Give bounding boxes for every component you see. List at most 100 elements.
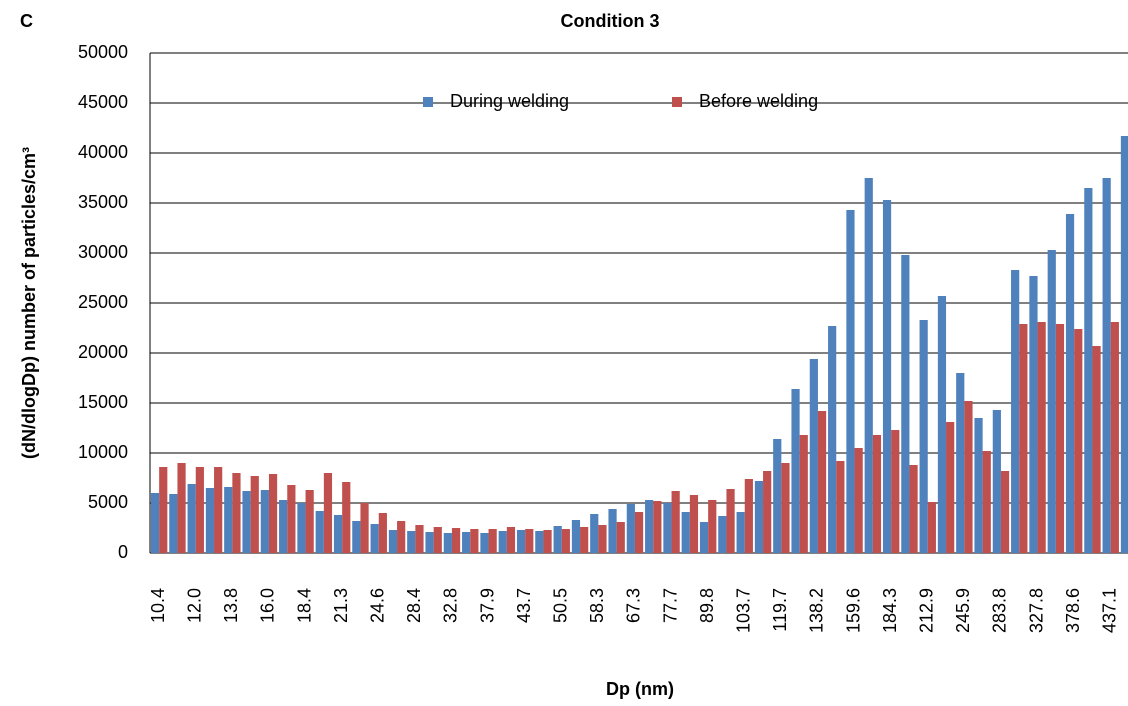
- bar: [634, 512, 644, 553]
- bar: [901, 255, 910, 553]
- y-tick-label: 5000: [88, 492, 128, 512]
- bar: [645, 500, 654, 553]
- y-tick-label: 15000: [78, 392, 128, 412]
- x-tick-label: 327.8: [1026, 588, 1046, 633]
- bar: [1065, 214, 1075, 553]
- bar: [177, 463, 186, 553]
- bar: [378, 513, 387, 553]
- bar: [937, 296, 947, 553]
- bar: [415, 525, 424, 553]
- bar: [1011, 270, 1020, 553]
- legend-swatch: [672, 97, 682, 107]
- x-tick-label: 13.8: [221, 588, 241, 623]
- bar: [590, 514, 599, 553]
- bar: [946, 422, 955, 553]
- bar: [580, 527, 589, 553]
- x-tick-label: 50.5: [551, 588, 571, 623]
- bar: [1074, 329, 1083, 553]
- bar: [681, 512, 690, 553]
- bar: [516, 530, 526, 553]
- bar: [370, 524, 379, 553]
- bar: [333, 515, 343, 553]
- bar: [864, 178, 873, 553]
- bar: [1055, 324, 1065, 553]
- bar: [598, 525, 607, 553]
- bar: [159, 467, 168, 553]
- x-tick-label: 32.8: [441, 588, 461, 623]
- y-tick-label: 10000: [78, 442, 128, 462]
- x-tick-label: 89.8: [697, 588, 717, 623]
- bar: [736, 512, 745, 553]
- bar: [763, 471, 772, 553]
- bar: [626, 504, 635, 553]
- x-tick-label: 16.0: [258, 588, 278, 623]
- chart-title: Condition 3: [561, 11, 660, 31]
- bar: [323, 473, 333, 553]
- bar: [1102, 178, 1111, 553]
- bar: [726, 489, 735, 553]
- bar: [498, 531, 507, 553]
- bar: [443, 533, 452, 553]
- bar: [535, 531, 544, 553]
- bar: [250, 476, 259, 553]
- bar: [397, 521, 406, 553]
- bar: [964, 401, 973, 553]
- bar: [1110, 322, 1119, 553]
- bar: [1037, 322, 1046, 553]
- bar: [297, 503, 306, 553]
- x-tick-label: 43.7: [514, 588, 534, 623]
- bar: [268, 474, 278, 553]
- bar: [663, 503, 672, 553]
- x-tick-label: 58.3: [587, 588, 607, 623]
- bar: [992, 410, 1001, 553]
- y-tick-label: 30000: [78, 242, 128, 262]
- bar: [352, 521, 361, 553]
- bar: [828, 326, 837, 553]
- bar: [854, 448, 863, 553]
- x-tick-label: 24.6: [368, 588, 388, 623]
- bar: [974, 418, 983, 553]
- bar: [653, 501, 662, 553]
- bar: [315, 511, 324, 553]
- bar: [817, 411, 827, 553]
- bar: [470, 529, 479, 553]
- bar: [360, 503, 369, 553]
- x-tick-label: 378.6: [1063, 588, 1083, 633]
- legend-label: During welding: [450, 91, 569, 111]
- bar: [1120, 136, 1128, 553]
- bar: [205, 488, 215, 553]
- y-tick-label: 25000: [78, 292, 128, 312]
- bar: [846, 210, 855, 553]
- bar: [195, 467, 204, 553]
- bar: [553, 526, 562, 553]
- bar: [754, 481, 764, 553]
- bar: [388, 530, 398, 553]
- x-tick-label: 159.6: [843, 588, 863, 633]
- x-tick-label: 138.2: [807, 588, 827, 633]
- bar: [488, 529, 497, 553]
- bar: [982, 451, 991, 553]
- bar: [616, 522, 625, 553]
- bar: [809, 359, 818, 553]
- y-tick-label: 45000: [78, 92, 128, 112]
- x-axis-title: Dp (nm): [606, 679, 674, 699]
- x-tick-label: 10.4: [148, 588, 168, 623]
- bar: [571, 520, 581, 553]
- bar: [242, 491, 251, 553]
- bar: [305, 490, 314, 553]
- bar: [781, 463, 790, 553]
- bar: [425, 532, 434, 553]
- bar: [699, 522, 709, 553]
- x-tick-label: 18.4: [294, 588, 314, 623]
- x-tick-label: 67.3: [624, 588, 644, 623]
- bar: [1092, 346, 1101, 553]
- y-axis-title: (dN/dlogDp) number of particles/cm³: [19, 147, 39, 459]
- x-tick-label: 437.1: [1100, 588, 1120, 633]
- bar: [214, 467, 223, 553]
- bar: [451, 528, 461, 553]
- bar: [1019, 324, 1028, 553]
- legend-label: Before welding: [699, 91, 818, 111]
- bar: [608, 509, 617, 553]
- bar: [224, 487, 233, 553]
